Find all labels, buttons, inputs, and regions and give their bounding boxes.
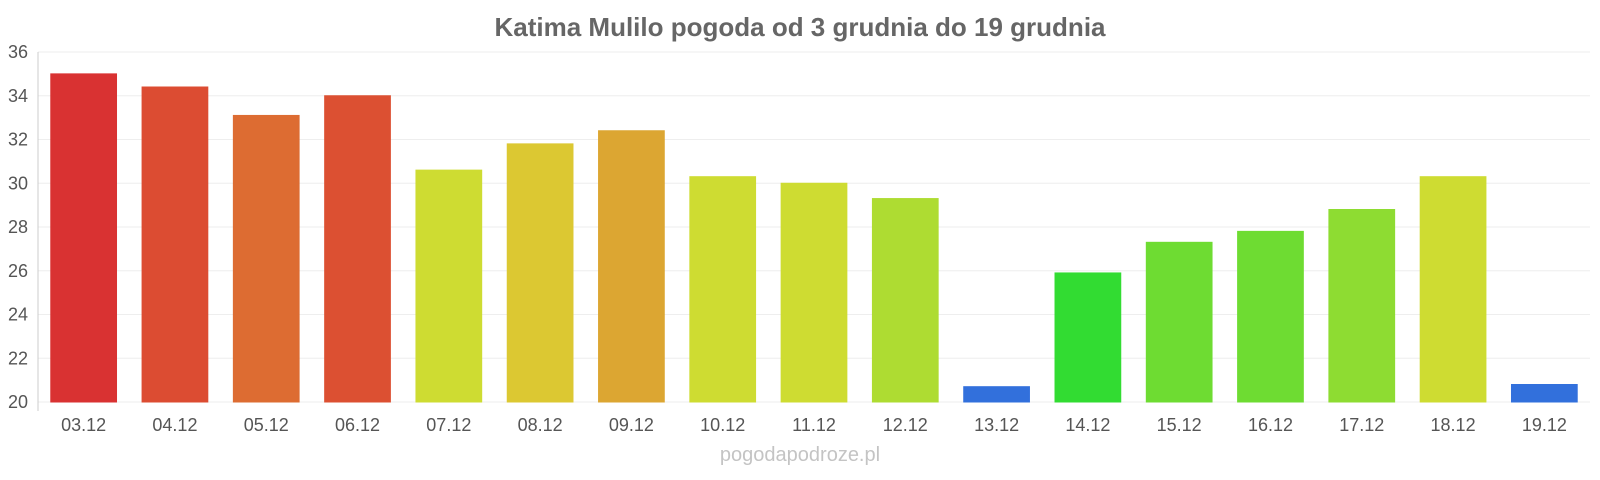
x-tick-label: 14.12 xyxy=(1065,415,1110,435)
x-tick-label: 15.12 xyxy=(1157,415,1202,435)
bar-06.12 xyxy=(324,95,391,403)
bar-07.12 xyxy=(415,169,483,403)
x-tick-label: 11.12 xyxy=(792,415,836,435)
bar-14.12 xyxy=(1054,272,1122,403)
x-tick-label: 16.12 xyxy=(1248,415,1293,435)
bar-08.12 xyxy=(506,143,574,403)
y-tick-label: 22 xyxy=(8,348,28,368)
bar-19.12 xyxy=(1510,384,1578,403)
bar-13.12 xyxy=(963,386,1030,403)
x-tick-label: 06.12 xyxy=(335,415,380,435)
bar-16.12 xyxy=(1237,230,1304,403)
chart-title: Katima Mulilo pogoda od 3 grudnia do 19 … xyxy=(494,12,1106,42)
bar-12.12 xyxy=(871,198,939,403)
y-tick-label: 24 xyxy=(8,305,28,325)
bar-09.12 xyxy=(598,130,665,403)
x-tick-label: 10.12 xyxy=(700,415,745,435)
bar-11.12 xyxy=(780,182,848,403)
y-tick-label: 20 xyxy=(8,392,28,412)
bar-04.12 xyxy=(141,86,209,403)
y-tick-label: 34 xyxy=(8,86,28,106)
x-tick-label: 12.12 xyxy=(883,415,928,435)
x-tick-label: 09.12 xyxy=(609,415,654,435)
x-tick-label: 08.12 xyxy=(518,415,563,435)
x-axis-ticks: 03.12 04.12 05.12 06.12 07.12 08.12 09.12 10.12… xyxy=(61,415,1567,435)
y-tick-label: 36 xyxy=(8,42,28,62)
bar-05.12 xyxy=(232,114,300,403)
bar-10.12 xyxy=(689,176,757,403)
y-tick-label: 32 xyxy=(8,130,28,150)
bars xyxy=(50,73,1578,403)
x-tick-label: 04.12 xyxy=(152,415,197,435)
x-tick-label: 13.12 xyxy=(974,415,1019,435)
x-tick-label: 18.12 xyxy=(1431,415,1476,435)
x-tick-label: 07.12 xyxy=(426,415,471,435)
bar-15.12 xyxy=(1145,241,1213,403)
watermark: pogodapodroze.pl xyxy=(720,444,880,466)
y-tick-label: 28 xyxy=(8,217,28,237)
x-tick-label: 17.12 xyxy=(1339,415,1384,435)
x-tick-label: 03.12 xyxy=(61,415,106,435)
bar-03.12 xyxy=(50,73,118,403)
x-tick-label: 05.12 xyxy=(244,415,289,435)
bar-18.12 xyxy=(1419,176,1487,403)
y-tick-label: 26 xyxy=(8,261,28,281)
x-tick-label: 19.12 xyxy=(1522,415,1567,435)
bar-17.12 xyxy=(1328,209,1396,403)
y-tick-label: 30 xyxy=(8,173,28,193)
y-axis-ticks: 20 22 24 26 28 30 32 34 36 xyxy=(8,42,28,412)
